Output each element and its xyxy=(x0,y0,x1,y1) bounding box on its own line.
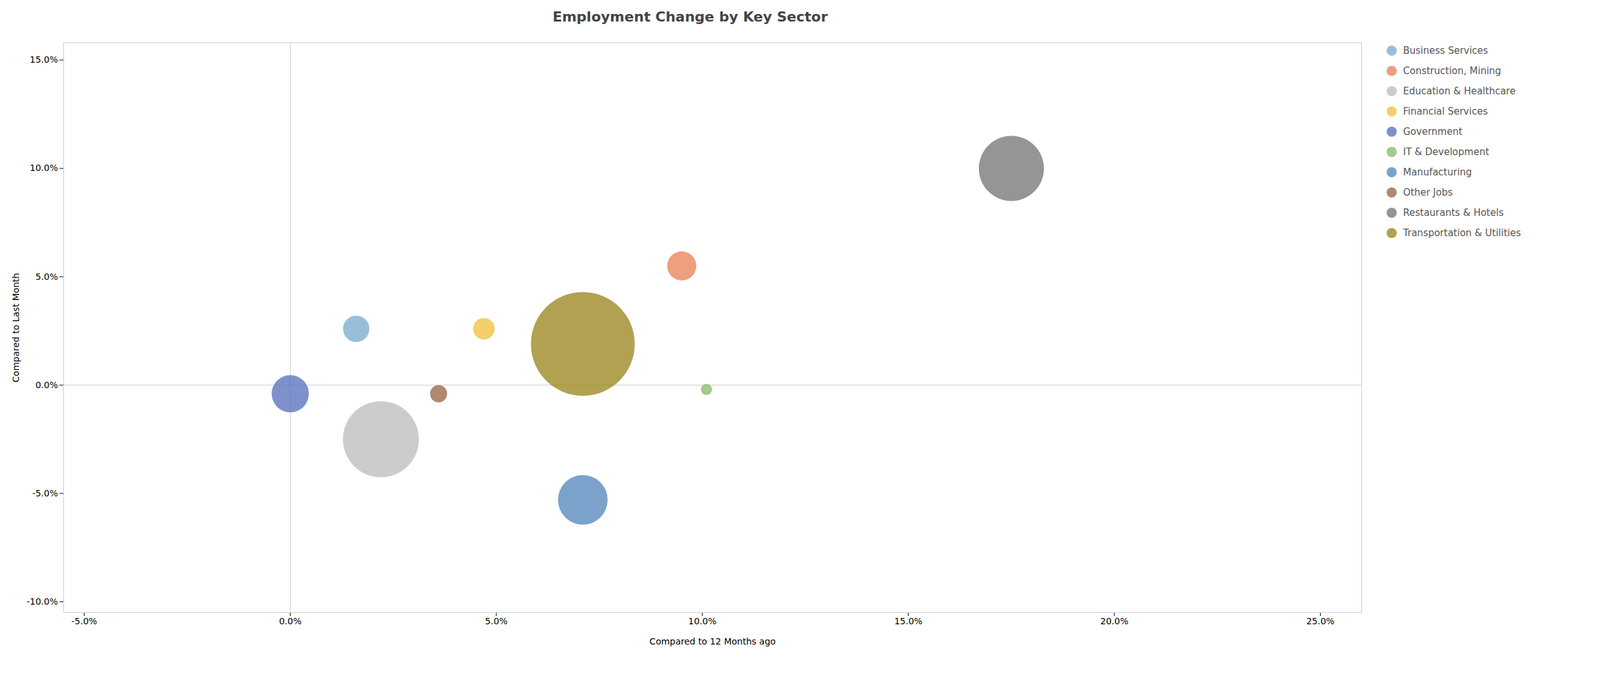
svg-text:0.0%: 0.0% xyxy=(279,616,303,627)
html-text:Education & Healthcare: Education & Healthcare xyxy=(1403,85,1516,97)
html-text:Employment Change by Key Secto: Employment Change by Key Sector xyxy=(552,8,828,25)
html-text:Other Jobs: Other Jobs xyxy=(1403,186,1453,199)
svg-text:Compared to 12 Months ago: Compared to 12 Months ago xyxy=(649,636,776,647)
html-text:Construction, Mining: Construction, Mining xyxy=(1403,65,1502,77)
svg-text:25.0%: 25.0% xyxy=(1306,616,1335,627)
html-text:Transportation & Utilities: Transportation & Utilities xyxy=(1403,227,1521,239)
html-text:Manufacturing: Manufacturing xyxy=(1403,166,1472,178)
svg-text:-5.0%: -5.0% xyxy=(71,616,98,627)
svg-text:Compared to Last Month: Compared to Last Month xyxy=(10,272,21,383)
svg-text:5.0%: 5.0% xyxy=(35,271,59,282)
svg-text:15.0%: 15.0% xyxy=(29,54,58,65)
svg-text:20.0%: 20.0% xyxy=(1100,616,1129,627)
svg-text:10.0%: 10.0% xyxy=(29,162,58,173)
svg-text:5.0%: 5.0% xyxy=(485,616,508,627)
svg-text:15.0%: 15.0% xyxy=(894,616,922,627)
html-text:Financial Services: Financial Services xyxy=(1403,105,1488,118)
svg-text:10.0%: 10.0% xyxy=(688,616,717,627)
html-text:Government: Government xyxy=(1403,125,1463,138)
svg-text:-5.0%: -5.0% xyxy=(32,488,59,499)
svg-text:0.0%: 0.0% xyxy=(35,379,59,391)
html-text:Business Services: Business Services xyxy=(1403,44,1489,57)
html-text:Restaurants & Hotels: Restaurants & Hotels xyxy=(1403,207,1504,219)
html-text:IT & Development: IT & Development xyxy=(1403,146,1490,158)
svg-text:-10.0%: -10.0% xyxy=(26,596,59,607)
